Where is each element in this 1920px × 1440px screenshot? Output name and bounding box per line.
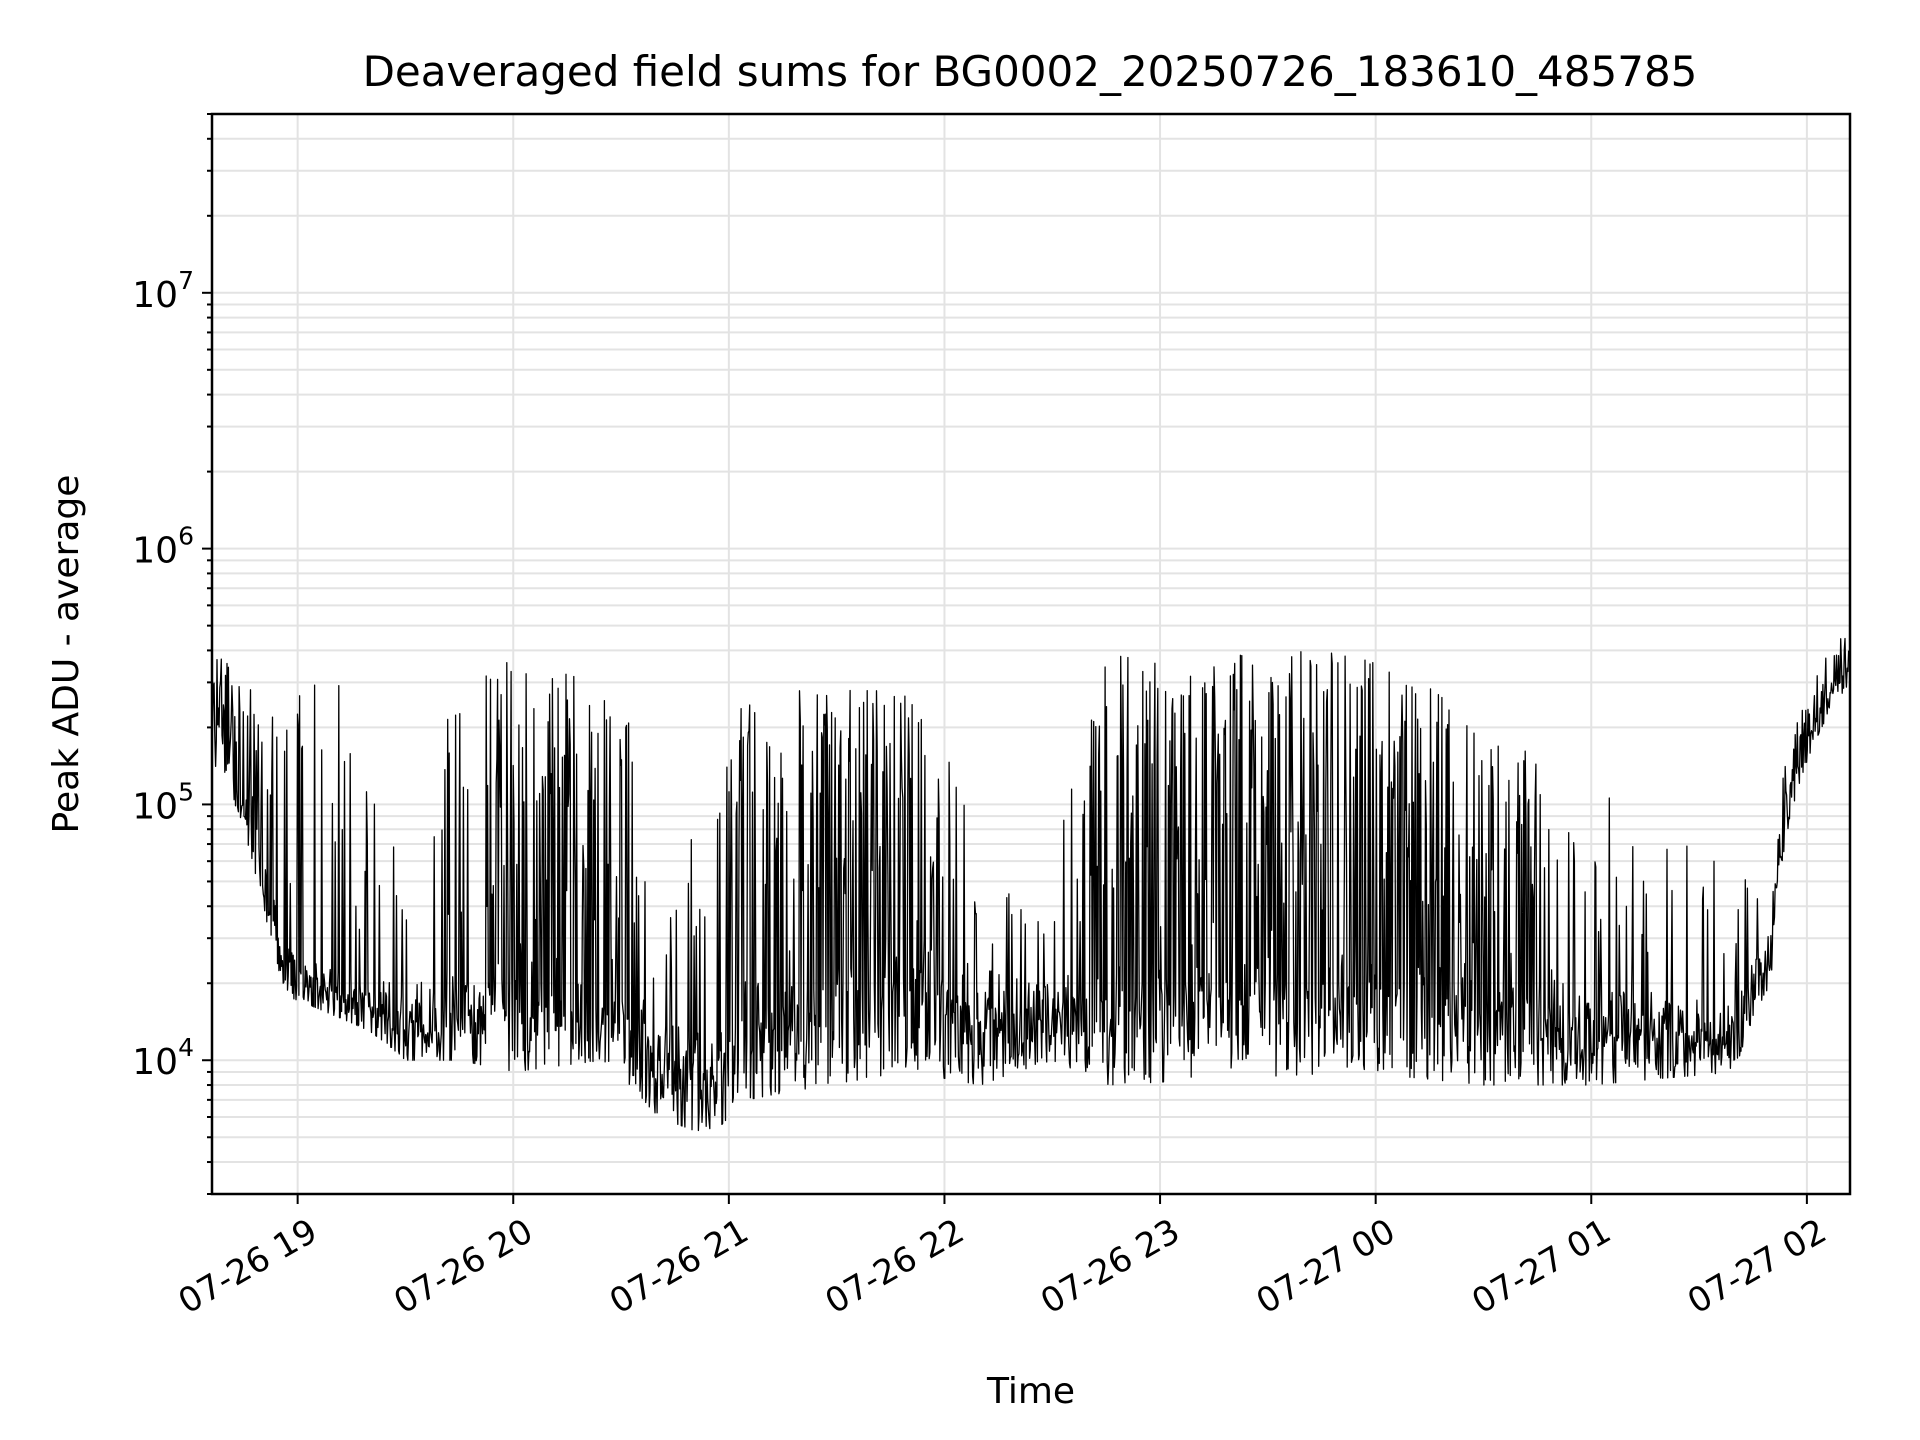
x-axis-label: Time (986, 1371, 1075, 1412)
y-tick-label: 104 (132, 1033, 194, 1083)
chart-title: Deaveraged field sums for BG0002_2025072… (363, 47, 1698, 96)
y-tick-label: 105 (132, 777, 194, 827)
series-line (212, 637, 1850, 1132)
y-axis-label: Peak ADU - average (46, 475, 87, 834)
y-tick-label: 106 (132, 522, 194, 572)
plot-frame (210, 112, 1852, 1196)
y-tick-label: 107 (132, 266, 194, 316)
data-layer (212, 637, 1850, 1132)
